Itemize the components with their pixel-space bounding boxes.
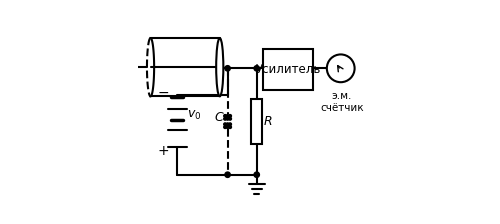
Circle shape xyxy=(226,115,229,117)
Circle shape xyxy=(327,54,354,82)
Text: C: C xyxy=(214,110,223,124)
Ellipse shape xyxy=(216,38,224,96)
Text: $v_0$: $v_0$ xyxy=(187,109,201,122)
Circle shape xyxy=(254,172,260,177)
Circle shape xyxy=(229,115,232,117)
Bar xyxy=(252,99,262,144)
Circle shape xyxy=(254,66,260,71)
Circle shape xyxy=(229,126,232,129)
Circle shape xyxy=(225,66,230,71)
Circle shape xyxy=(224,126,226,129)
Circle shape xyxy=(229,123,232,126)
Circle shape xyxy=(224,117,226,120)
Circle shape xyxy=(226,126,229,129)
Ellipse shape xyxy=(147,38,154,96)
Circle shape xyxy=(229,117,232,120)
Text: Усилитель: Усилитель xyxy=(256,63,321,76)
Text: R: R xyxy=(264,115,272,128)
Text: +: + xyxy=(158,144,170,158)
Circle shape xyxy=(224,115,226,117)
Text: −: − xyxy=(158,86,170,100)
Text: счётчик: счётчик xyxy=(320,103,364,113)
Bar xyxy=(264,49,312,90)
Circle shape xyxy=(226,123,229,126)
Circle shape xyxy=(224,123,226,126)
Circle shape xyxy=(225,172,230,177)
Text: э.м.: э.м. xyxy=(332,91,352,101)
Circle shape xyxy=(226,117,229,120)
